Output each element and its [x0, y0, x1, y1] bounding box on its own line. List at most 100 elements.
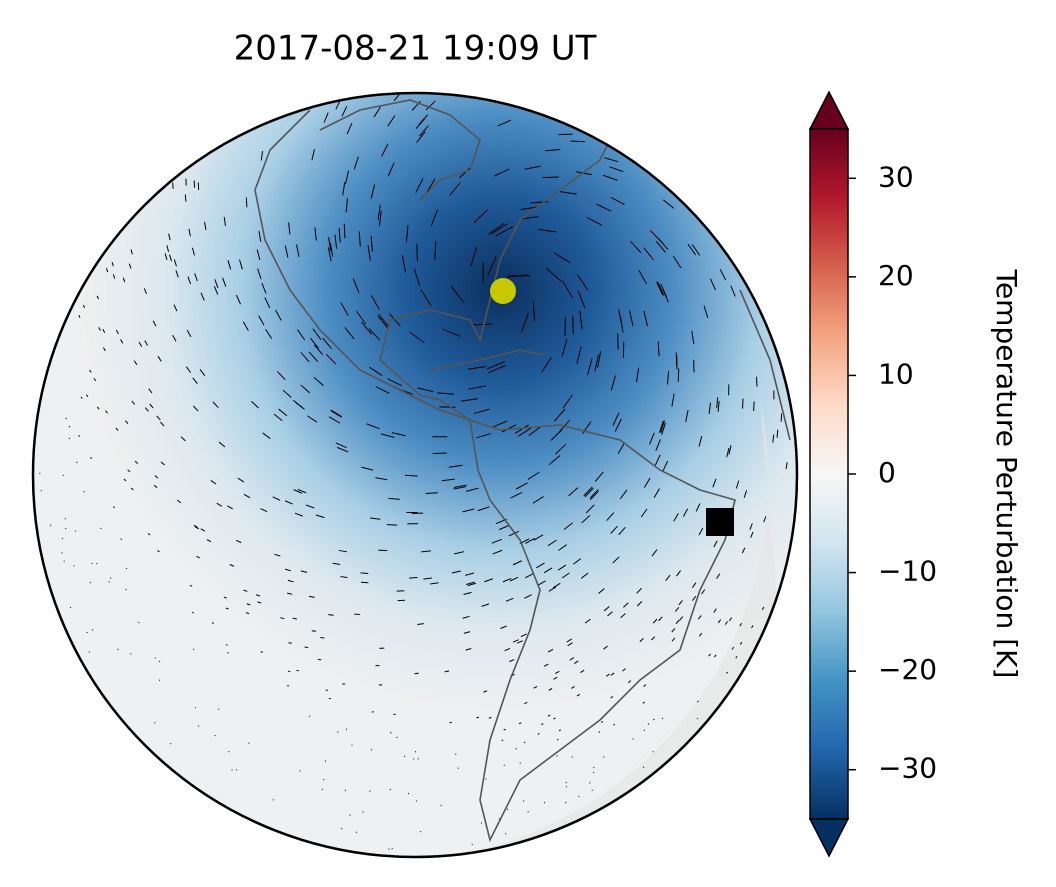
wind-vector — [528, 425, 542, 436]
wind-vector — [280, 617, 285, 620]
wind-vector — [612, 556, 620, 564]
wind-vector — [204, 221, 207, 231]
wind-vector — [555, 670, 560, 674]
wind-vector — [112, 274, 116, 279]
wind-vector — [609, 166, 624, 173]
wind-vector — [772, 434, 775, 443]
wind-vector — [717, 400, 720, 412]
wind-vector — [82, 304, 86, 309]
wind-vector — [543, 567, 553, 574]
wind-vector — [749, 523, 753, 530]
wind-vector — [741, 547, 746, 554]
wind-vector — [570, 140, 586, 143]
wind-vector — [697, 700, 699, 703]
wind-vector — [493, 168, 510, 177]
wind-vector — [335, 442, 347, 449]
wind-vector — [465, 572, 475, 576]
wind-vector — [596, 203, 612, 212]
wind-vector — [558, 544, 567, 551]
wind-vector — [346, 122, 353, 135]
wind-vector — [602, 174, 618, 181]
wind-vector — [709, 278, 717, 291]
wind-vector — [225, 607, 229, 610]
wind-vector — [108, 581, 110, 583]
wind-vector — [444, 670, 450, 673]
wind-vector — [39, 472, 41, 474]
wind-vector — [607, 611, 613, 617]
wind-vector — [525, 537, 536, 544]
wind-vector — [152, 320, 157, 327]
wind-vector — [311, 630, 317, 632]
wind-vector — [423, 577, 432, 580]
chart-title: 2017-08-21 19:09 UT — [234, 29, 597, 69]
wind-vector — [674, 606, 680, 612]
wind-vector — [292, 617, 297, 620]
wind-vector — [561, 572, 570, 579]
wind-vector — [713, 540, 718, 548]
wind-vector — [561, 338, 568, 357]
wind-vector — [411, 100, 422, 111]
wind-vector — [192, 405, 199, 412]
wind-vector — [345, 198, 348, 213]
wind-vector — [517, 640, 523, 644]
wind-vector — [341, 106, 348, 117]
wind-vector — [716, 573, 721, 579]
wind-vector — [78, 315, 81, 318]
wind-vector — [580, 572, 589, 579]
wind-vector — [587, 358, 593, 375]
wind-vector — [703, 305, 709, 319]
wind-vector — [636, 367, 640, 383]
wind-vector — [525, 573, 534, 579]
wind-vector — [717, 619, 722, 624]
wind-vector — [610, 196, 625, 205]
wind-vector — [735, 656, 738, 659]
wind-vector — [500, 625, 507, 629]
wind-vector — [193, 524, 198, 528]
wind-vector — [491, 223, 508, 235]
wind-vector — [292, 399, 303, 408]
wind-vector — [430, 209, 439, 226]
wind-vector — [639, 638, 644, 643]
wind-vector — [518, 427, 532, 437]
wind-vector — [466, 581, 475, 585]
wind-vector — [437, 392, 455, 395]
wind-vector — [483, 690, 488, 693]
wind-vector — [449, 182, 461, 197]
wind-vector — [477, 506, 490, 512]
wind-vector — [713, 654, 717, 658]
wind-vector — [421, 550, 431, 553]
wind-vector — [556, 738, 559, 741]
wind-vector — [568, 487, 579, 497]
colorbar-tick-label: 10 — [878, 357, 914, 390]
wind-vector — [258, 230, 262, 242]
wind-vector — [512, 639, 519, 643]
wind-vector — [131, 400, 136, 405]
wind-vector — [313, 344, 324, 356]
wind-vector — [243, 493, 251, 499]
wind-vector — [168, 233, 171, 241]
wind-vector — [708, 402, 711, 414]
wind-vector — [200, 292, 205, 301]
wind-vector — [662, 460, 669, 472]
wind-vector — [656, 281, 664, 296]
wind-vector — [610, 695, 614, 699]
wind-vector — [467, 582, 477, 587]
wind-vector — [417, 387, 434, 393]
wind-vector — [387, 162, 395, 177]
wind-vector — [251, 401, 259, 409]
wind-vector — [555, 443, 567, 455]
wind-vector — [409, 331, 425, 343]
wind-vector — [229, 564, 235, 567]
wind-vector — [418, 125, 429, 137]
wind-vector — [180, 436, 186, 442]
wind-vector — [246, 603, 251, 606]
wind-vector — [262, 432, 271, 439]
wind-vector — [40, 490, 42, 492]
wind-vector — [64, 518, 66, 520]
wind-vector — [130, 487, 134, 491]
wind-vector — [458, 166, 472, 179]
wind-vector — [524, 594, 532, 599]
wind-vector — [387, 115, 396, 127]
wind-vector — [548, 586, 557, 592]
wind-vector — [61, 552, 63, 554]
